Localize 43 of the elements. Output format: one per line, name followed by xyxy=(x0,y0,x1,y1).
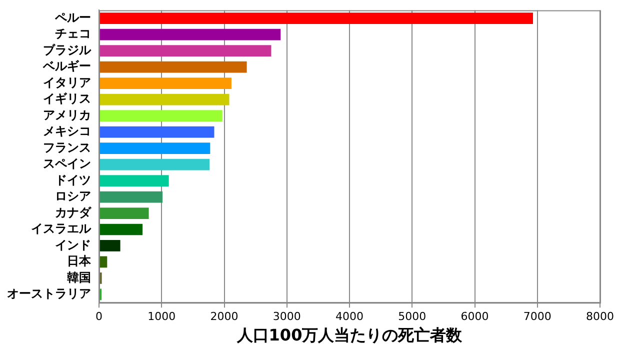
x-tick-label: 4000 xyxy=(336,310,364,324)
bar xyxy=(100,142,210,154)
bar xyxy=(100,12,533,24)
bar xyxy=(100,28,281,40)
x-tick-label: 8000 xyxy=(586,310,614,324)
y-tick-label: インド xyxy=(55,238,91,252)
bar xyxy=(100,45,272,56)
bar xyxy=(100,61,247,73)
bar xyxy=(100,208,149,219)
x-tick-label: 0 xyxy=(96,310,102,324)
y-tick-label: ブラジル xyxy=(43,42,92,57)
bar xyxy=(100,94,230,106)
bar xyxy=(100,78,232,89)
y-tick-label: 韓国 xyxy=(67,270,91,284)
bar xyxy=(100,224,143,236)
y-tick-label: アメリカ xyxy=(43,108,91,122)
y-tick-label: ベルギー xyxy=(42,59,91,74)
x-tick-label: 5000 xyxy=(398,310,426,324)
bar xyxy=(100,158,210,170)
bar xyxy=(100,126,214,138)
bar xyxy=(100,175,169,186)
x-tick-label: 3000 xyxy=(272,310,301,324)
y-tick-label: イギリス xyxy=(43,92,91,106)
y-tick-label: チェコ xyxy=(55,26,91,41)
x-axis-title: 人口100万人当たりの死亡者数 xyxy=(236,326,464,345)
y-tick-label: イタリア xyxy=(43,75,91,90)
x-tick-label: 6000 xyxy=(460,310,489,324)
x-tick-label: 1000 xyxy=(148,310,176,324)
y-tick-label: メキシコ xyxy=(43,124,91,138)
bar xyxy=(100,110,222,122)
y-tick-label: オーストラリア xyxy=(7,286,91,301)
y-tick-label: イスラエル xyxy=(31,222,92,236)
y-tick-label: カナダ xyxy=(55,205,92,220)
y-tick-label: ペルー xyxy=(54,10,91,24)
y-tick-label: スペイン xyxy=(43,156,91,171)
y-tick-label: ドイツ xyxy=(55,172,91,187)
y-tick-label: ロシア xyxy=(55,189,91,204)
x-tick-label: 2000 xyxy=(210,310,238,324)
y-tick-label: フランス xyxy=(43,140,91,154)
bar xyxy=(100,191,163,203)
y-tick-label: 日本 xyxy=(67,254,92,268)
bar xyxy=(100,240,120,252)
x-tick-label: 7000 xyxy=(523,310,552,324)
